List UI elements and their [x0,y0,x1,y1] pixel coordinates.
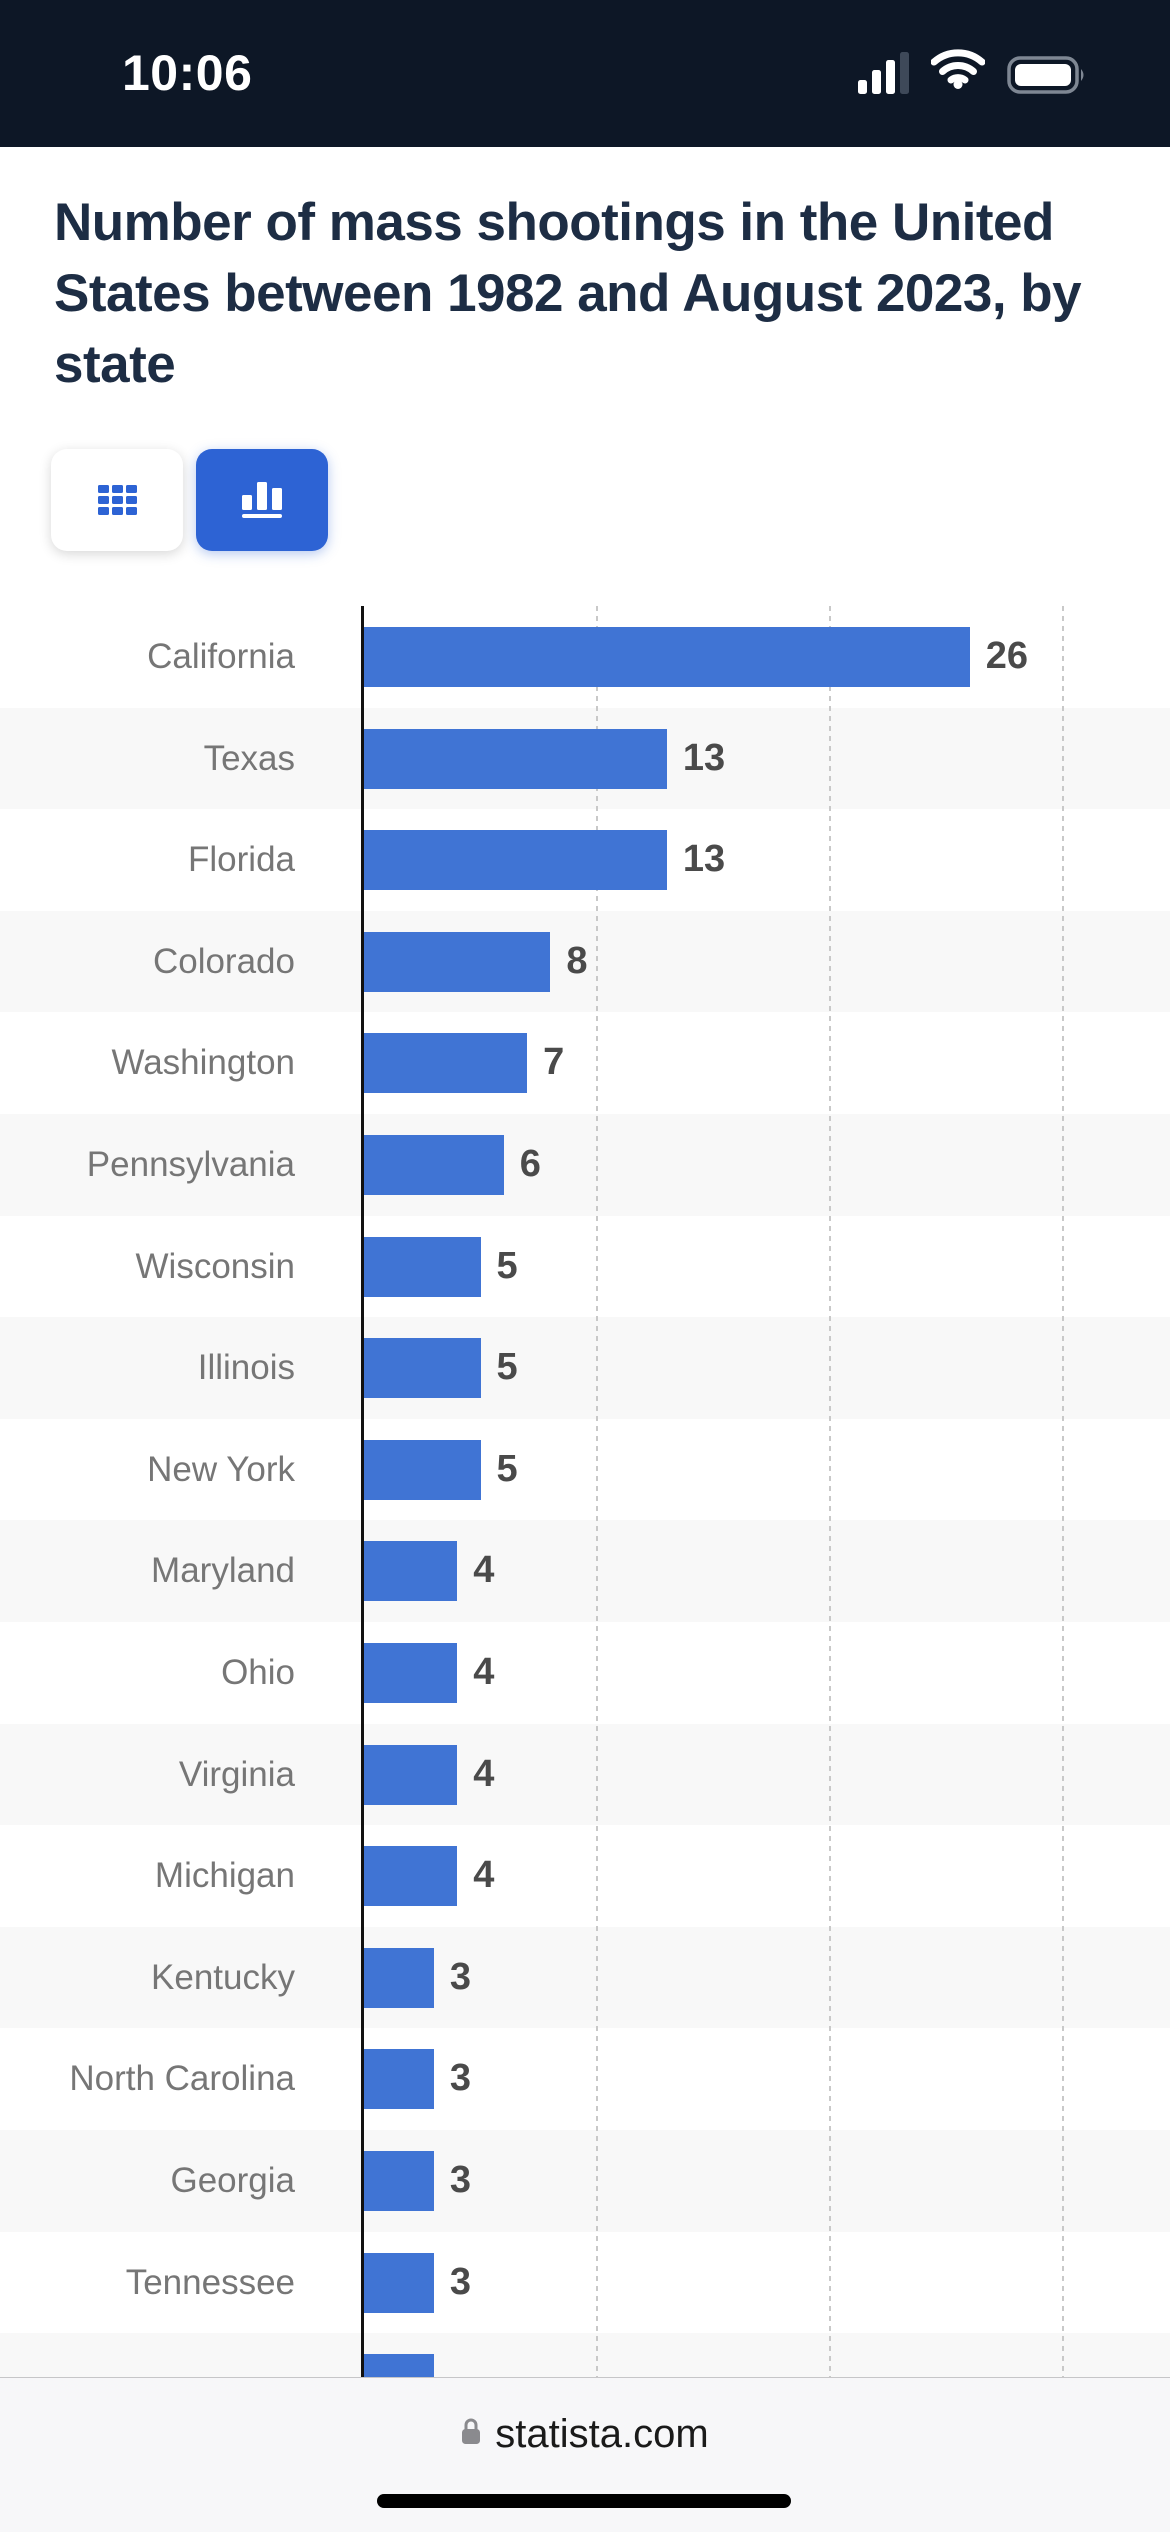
bar-chart: California 26 Texas 13 Florida 13 Colorado 8 Was… [0,606,1170,2377]
value-label: 5 [496,1346,518,1389]
page-title-line: States between 1982 and August 2023, by [54,264,1082,323]
category-label: Texas [203,738,295,778]
bar[interactable] [364,1338,481,1399]
value-label: 4 [473,1650,495,1693]
category-label: Tennessee [125,2262,295,2302]
chart-row: Illinois 5 [0,1317,1170,1419]
bar[interactable] [364,1846,458,1907]
category-label: Maryland [151,1551,295,1591]
category-label: New York [147,1449,295,1489]
safari-bottom-bar: statista.com [0,2377,1170,2532]
category-label: California [147,637,295,676]
bar[interactable] [364,1439,481,1500]
table-view-button[interactable] [51,449,183,551]
bar[interactable] [364,1236,481,1297]
value-label: 4 [473,1752,495,1795]
bar[interactable] [364,830,667,891]
bar[interactable] [364,1033,528,1094]
chart-row: Virginia 4 [0,1723,1170,1826]
value-label: 3 [449,2057,472,2100]
category-label: Virginia [178,1754,295,1794]
view-toggle [51,449,328,551]
category-label: Pennsylvania [86,1144,295,1184]
category-label: Kentucky [151,1957,295,1997]
bar[interactable] [364,1744,458,1805]
bar[interactable] [364,2252,434,2313]
home-indicator[interactable] [377,2494,791,2508]
url-text: statista.com [495,2411,709,2456]
value-label: 4 [473,1549,495,1592]
status-time: 10:06 [122,45,253,101]
category-label: Wisconsin [135,1246,295,1286]
value-label: 3 [449,2260,472,2303]
category-label: Ohio [221,1652,295,1692]
value-label: 4 [473,1854,495,1897]
value-label: 13 [682,838,726,881]
chart-row: Ohio 4 [0,1622,1170,1724]
category-label: Michigan [154,1856,295,1896]
page-title-line: state [54,335,176,394]
chart-row: New York 5 [0,1419,1170,1521]
chart-row: Michigan 4 [0,1825,1170,1927]
category-label: Georgia [170,2160,295,2200]
chart-row: Kentucky 3 [0,1926,1170,2029]
bar[interactable] [364,2049,434,2110]
bar[interactable] [364,2150,434,2211]
chart-row [0,2333,1170,2377]
value-label: 26 [985,635,1029,677]
status-icons [858,48,1087,94]
chart-view-button[interactable] [196,449,328,551]
value-label: 8 [566,939,588,982]
bar[interactable] [364,931,551,992]
page-title-line: Number of mass shootings in the United [54,193,1054,252]
battery-icon [1007,56,1087,94]
value-label: 6 [519,1142,541,1185]
category-label: Colorado [152,941,295,981]
chart-row: Florida 13 [0,809,1170,911]
category-label: North Carolina [69,2059,295,2099]
bar[interactable] [364,728,667,789]
bar[interactable] [364,2354,434,2377]
bar[interactable] [364,1947,434,2008]
category-label: Washington [111,1043,295,1083]
cellular-signal-icon [858,52,909,94]
value-label: 5 [496,1244,518,1287]
value-label: 3 [449,2158,472,2201]
wifi-icon [930,49,986,94]
chart-row: North Carolina 3 [0,2028,1170,2130]
bar[interactable] [364,1642,458,1703]
bar[interactable] [364,1541,458,1602]
bar[interactable] [364,627,970,687]
value-label: 13 [682,736,726,779]
chart-row: Tennessee 3 [0,2232,1170,2334]
chart-row: Washington 7 [0,1012,1170,1114]
lock-icon [461,2418,481,2450]
value-label: 7 [543,1041,565,1084]
page-title: Number of mass shootings in the United S… [54,187,1144,400]
chart-row: Pennsylvania 6 [0,1113,1170,1216]
bar-chart-icon [242,482,282,518]
chart-row: Wisconsin 5 [0,1216,1170,1318]
category-label: Illinois [197,1348,295,1388]
status-bar: 10:06 [0,0,1170,147]
chart-row: California 26 [0,606,1170,708]
category-label: Florida [188,840,295,880]
chart-rows: California 26 Texas 13 Florida 13 Colorado 8 Was… [0,606,1170,2377]
table-grid-icon [97,485,137,515]
chart-row: Georgia 3 [0,2129,1170,2232]
chart-row: Texas 13 [0,707,1170,810]
chart-row: Colorado 8 [0,910,1170,1013]
chart-row: Maryland 4 [0,1520,1170,1622]
value-label: 3 [449,1955,472,1998]
value-label: 5 [496,1447,518,1490]
address-bar[interactable]: statista.com [0,2409,1170,2459]
bar[interactable] [364,1134,504,1195]
